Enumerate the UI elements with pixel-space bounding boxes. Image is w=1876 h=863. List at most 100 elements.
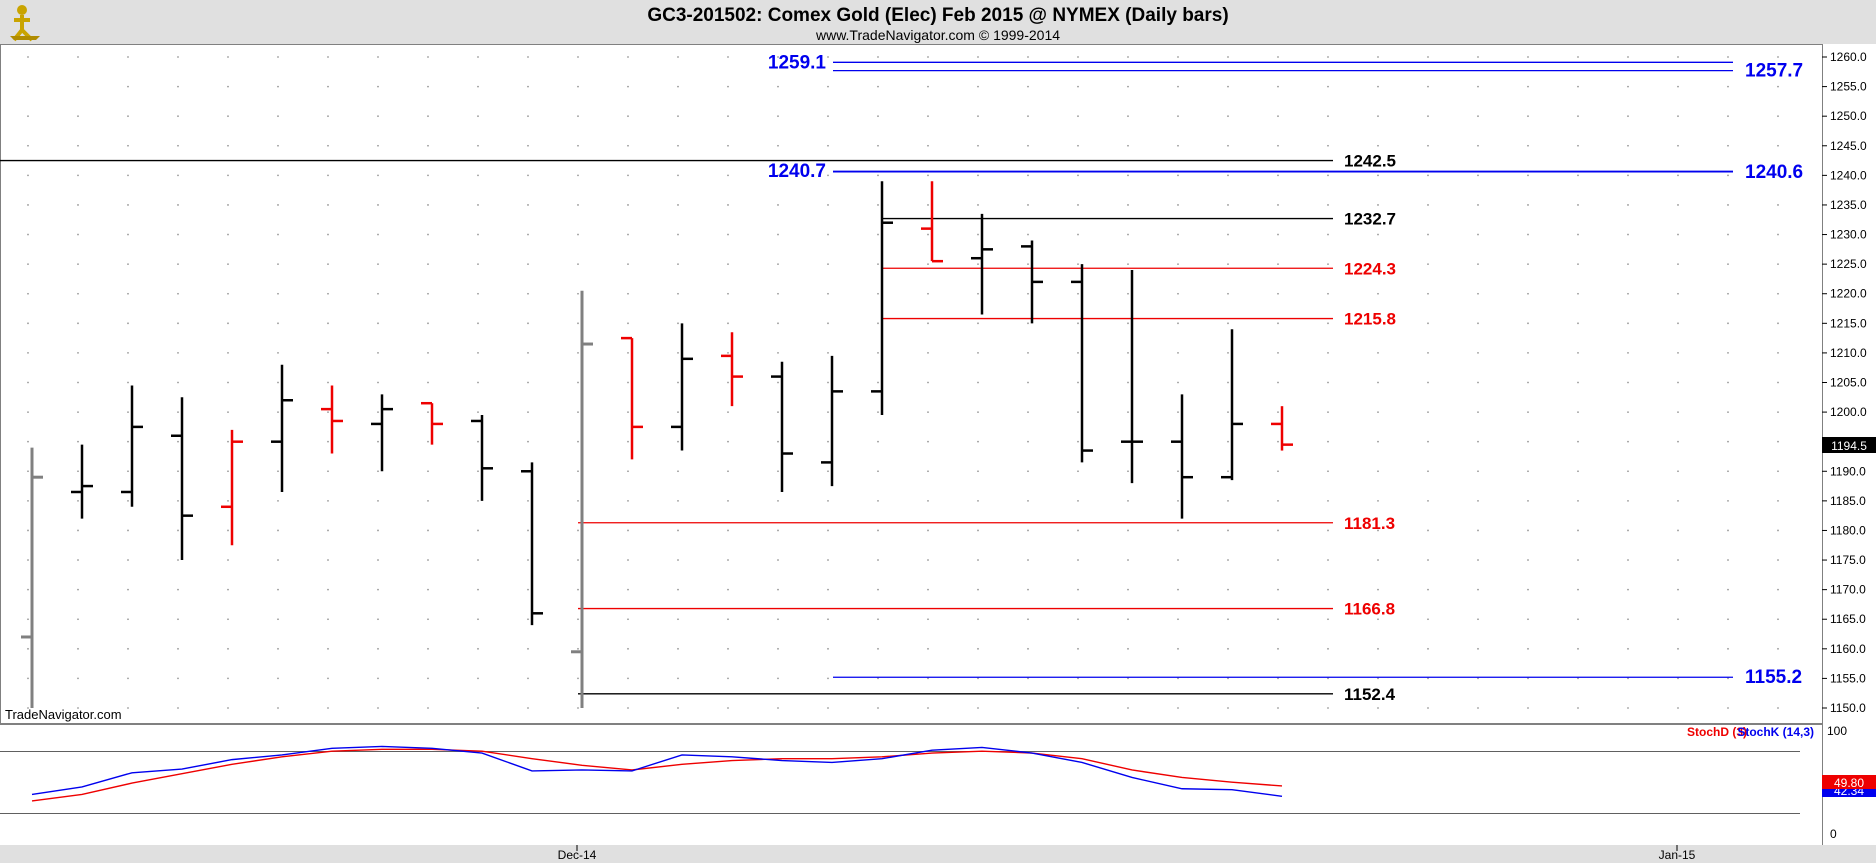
grid-dot xyxy=(1577,352,1579,354)
ohlc-bar xyxy=(1121,270,1143,484)
grid-dot xyxy=(677,677,679,680)
grid-dot xyxy=(477,529,479,532)
grid-dot xyxy=(1027,322,1029,325)
grid-dot xyxy=(1127,85,1129,88)
grid-dot xyxy=(877,322,879,325)
grid-dot xyxy=(777,647,779,650)
grid-dot xyxy=(827,470,829,473)
grid-dot xyxy=(177,618,179,621)
grid-dot xyxy=(277,174,279,177)
grid-dot xyxy=(1027,440,1029,443)
grid-dot xyxy=(1027,144,1029,147)
grid-dot xyxy=(927,263,929,266)
grid-dot xyxy=(1427,115,1429,118)
grid-dot xyxy=(727,233,729,236)
grid-dot xyxy=(1327,233,1329,236)
grid-dot xyxy=(727,115,729,118)
grid-dot xyxy=(1027,411,1029,413)
stochk-line xyxy=(31,745,1283,797)
date-labels: Dec-14 Jan-15 xyxy=(558,845,1696,862)
grid-dot xyxy=(1077,352,1079,354)
grid-dot xyxy=(127,352,129,354)
grid-dot xyxy=(1627,381,1629,384)
grid-dot xyxy=(1227,115,1229,118)
grid-dot xyxy=(777,381,779,384)
grid-dot xyxy=(377,352,379,354)
grid-dot xyxy=(127,707,129,709)
grid-dot xyxy=(577,85,579,88)
grid-dot xyxy=(1427,56,1429,58)
grid-dot xyxy=(77,588,79,591)
grid-dot xyxy=(1027,263,1029,266)
grid-dot xyxy=(527,499,529,502)
grid-dot xyxy=(277,292,279,295)
grid-dot xyxy=(77,263,79,266)
grid-dot xyxy=(577,529,579,532)
price-tick-label: 1200.0 xyxy=(1830,405,1867,419)
grid-dot xyxy=(1327,174,1329,177)
ohlc-bar xyxy=(571,290,593,708)
grid-dot xyxy=(977,322,979,325)
grid-dot xyxy=(777,559,779,561)
grid-dot xyxy=(1377,440,1379,443)
grid-dot xyxy=(127,677,129,680)
grid-dot xyxy=(1777,440,1779,443)
grid-dot xyxy=(577,352,579,354)
grid-dot xyxy=(827,292,829,295)
grid-dot xyxy=(577,647,579,650)
grid-dot xyxy=(1727,588,1729,591)
grid-dot xyxy=(1677,470,1679,473)
grid-dot xyxy=(1577,470,1579,473)
grid-dot xyxy=(127,411,129,413)
grid-dot xyxy=(427,707,429,709)
grid-dot xyxy=(977,707,979,709)
grid-dot xyxy=(877,381,879,384)
header-bar xyxy=(0,0,1876,44)
grid-dot xyxy=(777,56,779,58)
grid-dot xyxy=(1277,440,1279,443)
grid-dot xyxy=(1077,233,1079,236)
grid-dot xyxy=(727,440,729,443)
grid-dot xyxy=(1527,559,1529,561)
grid-dot xyxy=(877,233,879,236)
grid-dot xyxy=(227,707,229,709)
grid-dot xyxy=(1677,56,1679,58)
grid-dot xyxy=(1577,233,1579,236)
grid-dot xyxy=(977,618,979,621)
grid-dot xyxy=(1077,707,1079,709)
grid-dot xyxy=(1577,381,1579,384)
grid-dot xyxy=(27,174,29,177)
grid-dot xyxy=(1477,322,1479,325)
grid-dot xyxy=(27,352,29,354)
grid-dot xyxy=(1427,352,1429,354)
grid-dot xyxy=(1227,440,1229,443)
grid-dot xyxy=(827,233,829,236)
price-tick-label: 1170.0 xyxy=(1830,583,1866,597)
grid-dot xyxy=(1477,115,1479,118)
grid-dot xyxy=(627,677,629,680)
grid-dot xyxy=(927,233,929,236)
grid-dot xyxy=(1577,204,1579,206)
grid-dot xyxy=(177,85,179,88)
grid-dot xyxy=(27,233,29,236)
grid-dot xyxy=(977,529,979,532)
grid-dot xyxy=(527,559,529,561)
grid-dot xyxy=(1577,411,1579,413)
grid-dot xyxy=(177,204,179,206)
grid-dot xyxy=(1727,559,1729,561)
grid-dot xyxy=(1077,144,1079,147)
grid-dot xyxy=(827,440,829,443)
grid-dot xyxy=(1177,707,1179,709)
grid-dot xyxy=(527,381,529,384)
grid-dot xyxy=(1227,233,1229,236)
grid-dot xyxy=(1427,204,1429,206)
grid-dot xyxy=(1277,352,1279,354)
grid-dot xyxy=(1327,144,1329,147)
grid-dot xyxy=(327,618,329,621)
price-panel xyxy=(0,44,1823,724)
grid-dot xyxy=(327,559,329,561)
grid-dot xyxy=(127,440,129,443)
grid-dot xyxy=(1077,559,1079,561)
grid-dot xyxy=(777,707,779,709)
